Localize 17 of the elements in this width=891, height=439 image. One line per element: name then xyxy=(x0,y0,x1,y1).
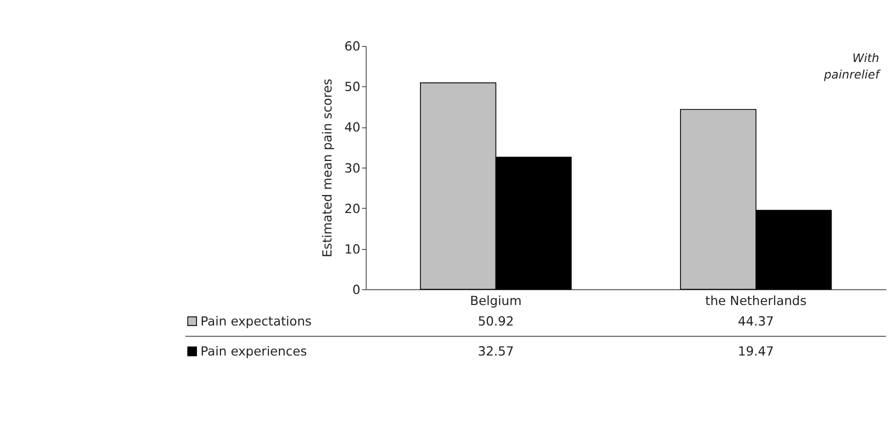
legend-label: Pain expectations xyxy=(200,313,312,328)
y-tick-label: 50 xyxy=(344,79,360,94)
x-tick-label: the Netherlands xyxy=(705,292,807,308)
y-tick-label: 60 xyxy=(344,38,360,54)
data-label: 32.57 xyxy=(478,344,514,359)
data-label: 50.92 xyxy=(478,313,514,328)
y-tick-label: 30 xyxy=(344,160,360,176)
y-axis-title: Estimated mean pain scores xyxy=(320,78,335,258)
data-label: 19.47 xyxy=(738,344,774,359)
y-tick-label: 10 xyxy=(344,241,360,256)
y-tick-label: 20 xyxy=(344,200,360,216)
y-tick-label: 0 xyxy=(352,282,360,297)
legend-label: Pain experiences xyxy=(200,344,307,359)
data-label: 44.37 xyxy=(738,313,774,328)
x-tick-label: Belgium xyxy=(470,292,522,308)
annotation: With painrelief xyxy=(822,50,882,82)
y-tick-label: 40 xyxy=(344,120,360,135)
